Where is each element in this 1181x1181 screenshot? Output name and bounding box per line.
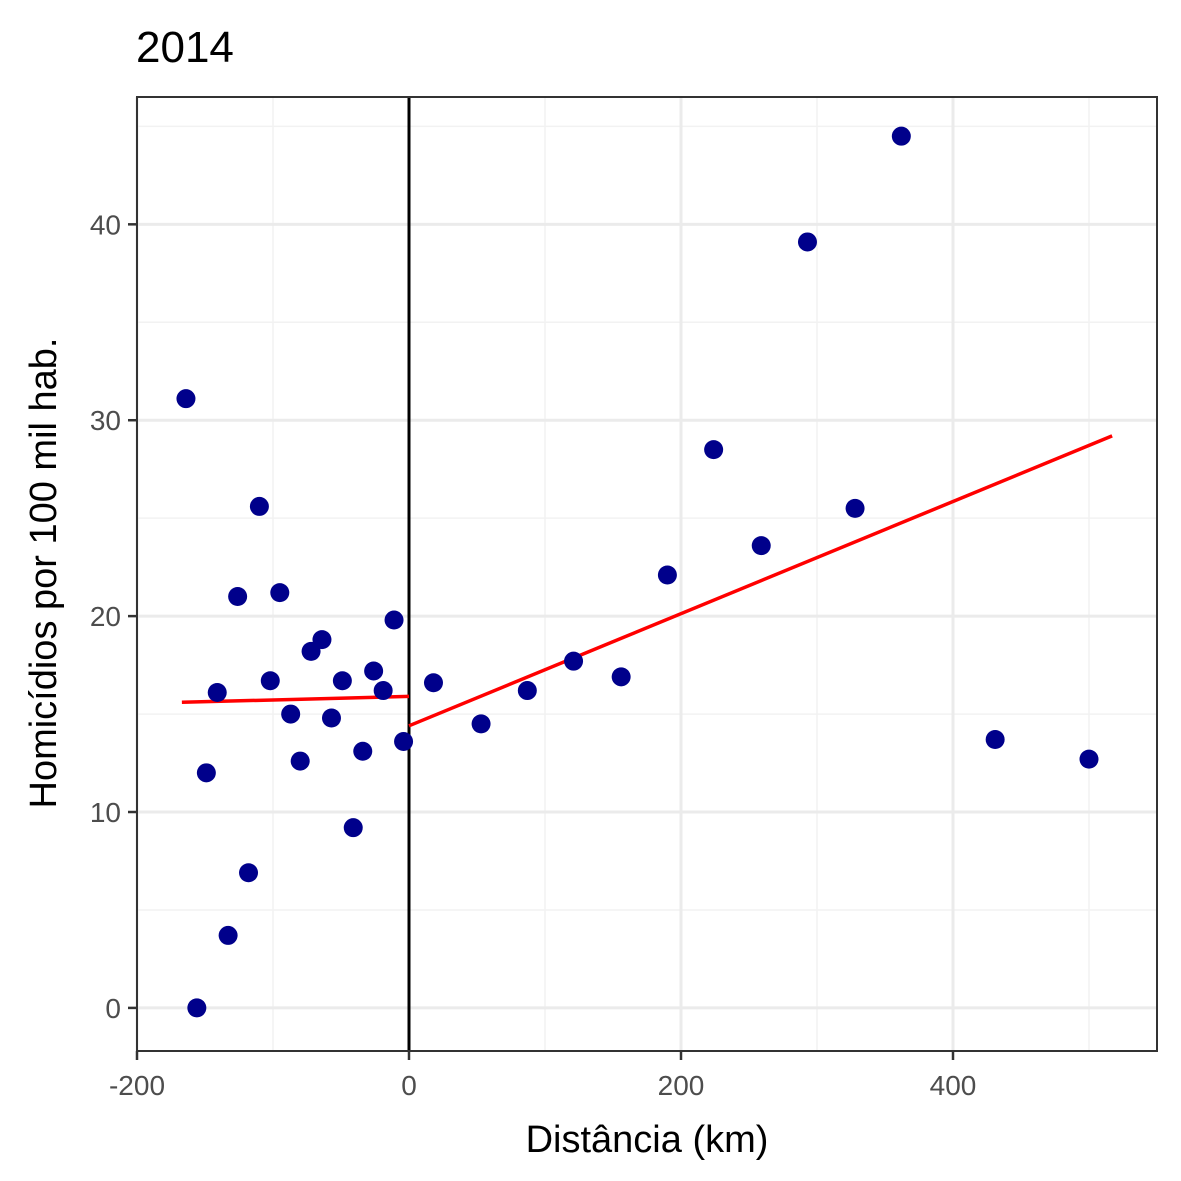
y-tick-label: 30 bbox=[90, 405, 121, 436]
data-point bbox=[797, 232, 817, 252]
x-axis-title: Distância (km) bbox=[526, 1119, 769, 1161]
data-points bbox=[176, 126, 1099, 1018]
data-point bbox=[985, 730, 1005, 750]
panel-border bbox=[136, 96, 1158, 1052]
data-point bbox=[1079, 749, 1099, 769]
data-point bbox=[394, 731, 414, 751]
data-point bbox=[207, 683, 227, 703]
data-point bbox=[704, 440, 724, 460]
data-point bbox=[270, 583, 290, 603]
data-point bbox=[281, 704, 301, 724]
data-point bbox=[218, 925, 238, 945]
x-axis-ticks: -200 0 200 400 bbox=[109, 1051, 976, 1101]
data-point bbox=[611, 667, 631, 687]
data-point bbox=[353, 741, 373, 761]
data-point bbox=[373, 681, 393, 701]
data-point bbox=[249, 496, 269, 516]
fit-lines bbox=[181, 434, 1113, 728]
x-tick-label: 400 bbox=[930, 1070, 977, 1101]
minor-gridlines bbox=[137, 97, 1157, 1051]
data-point bbox=[260, 671, 280, 691]
y-tick-label: 40 bbox=[90, 209, 121, 240]
data-point bbox=[471, 714, 491, 734]
data-point bbox=[312, 630, 332, 650]
data-point bbox=[751, 536, 771, 556]
y-axis-title: Homicídios por 100 mil hab. bbox=[23, 338, 65, 809]
x-tick-label: 0 bbox=[401, 1070, 417, 1101]
data-point bbox=[196, 763, 216, 783]
data-point bbox=[423, 673, 443, 693]
data-point bbox=[290, 751, 310, 771]
data-point bbox=[384, 610, 404, 630]
y-tick-label: 10 bbox=[90, 797, 121, 828]
y-axis-ticks: 0 10 20 30 40 bbox=[90, 209, 137, 1024]
data-point bbox=[239, 863, 259, 883]
data-point bbox=[343, 818, 363, 838]
y-tick-label: 20 bbox=[90, 601, 121, 632]
chart-title: 2014 bbox=[136, 23, 234, 72]
data-point bbox=[228, 587, 248, 607]
data-point bbox=[332, 671, 352, 691]
data-point bbox=[657, 565, 677, 585]
data-point bbox=[517, 681, 537, 701]
data-point bbox=[891, 126, 911, 146]
major-gridlines bbox=[135, 97, 1157, 1051]
x-tick-label: -200 bbox=[109, 1070, 165, 1101]
y-tick-label: 0 bbox=[105, 993, 121, 1024]
data-point bbox=[321, 708, 341, 728]
fit-line-right bbox=[408, 434, 1113, 728]
data-point bbox=[187, 998, 207, 1018]
data-point bbox=[845, 498, 865, 518]
data-point bbox=[564, 651, 584, 671]
data-point bbox=[364, 661, 384, 681]
data-point bbox=[176, 389, 196, 409]
x-tick-label: 200 bbox=[658, 1070, 705, 1101]
